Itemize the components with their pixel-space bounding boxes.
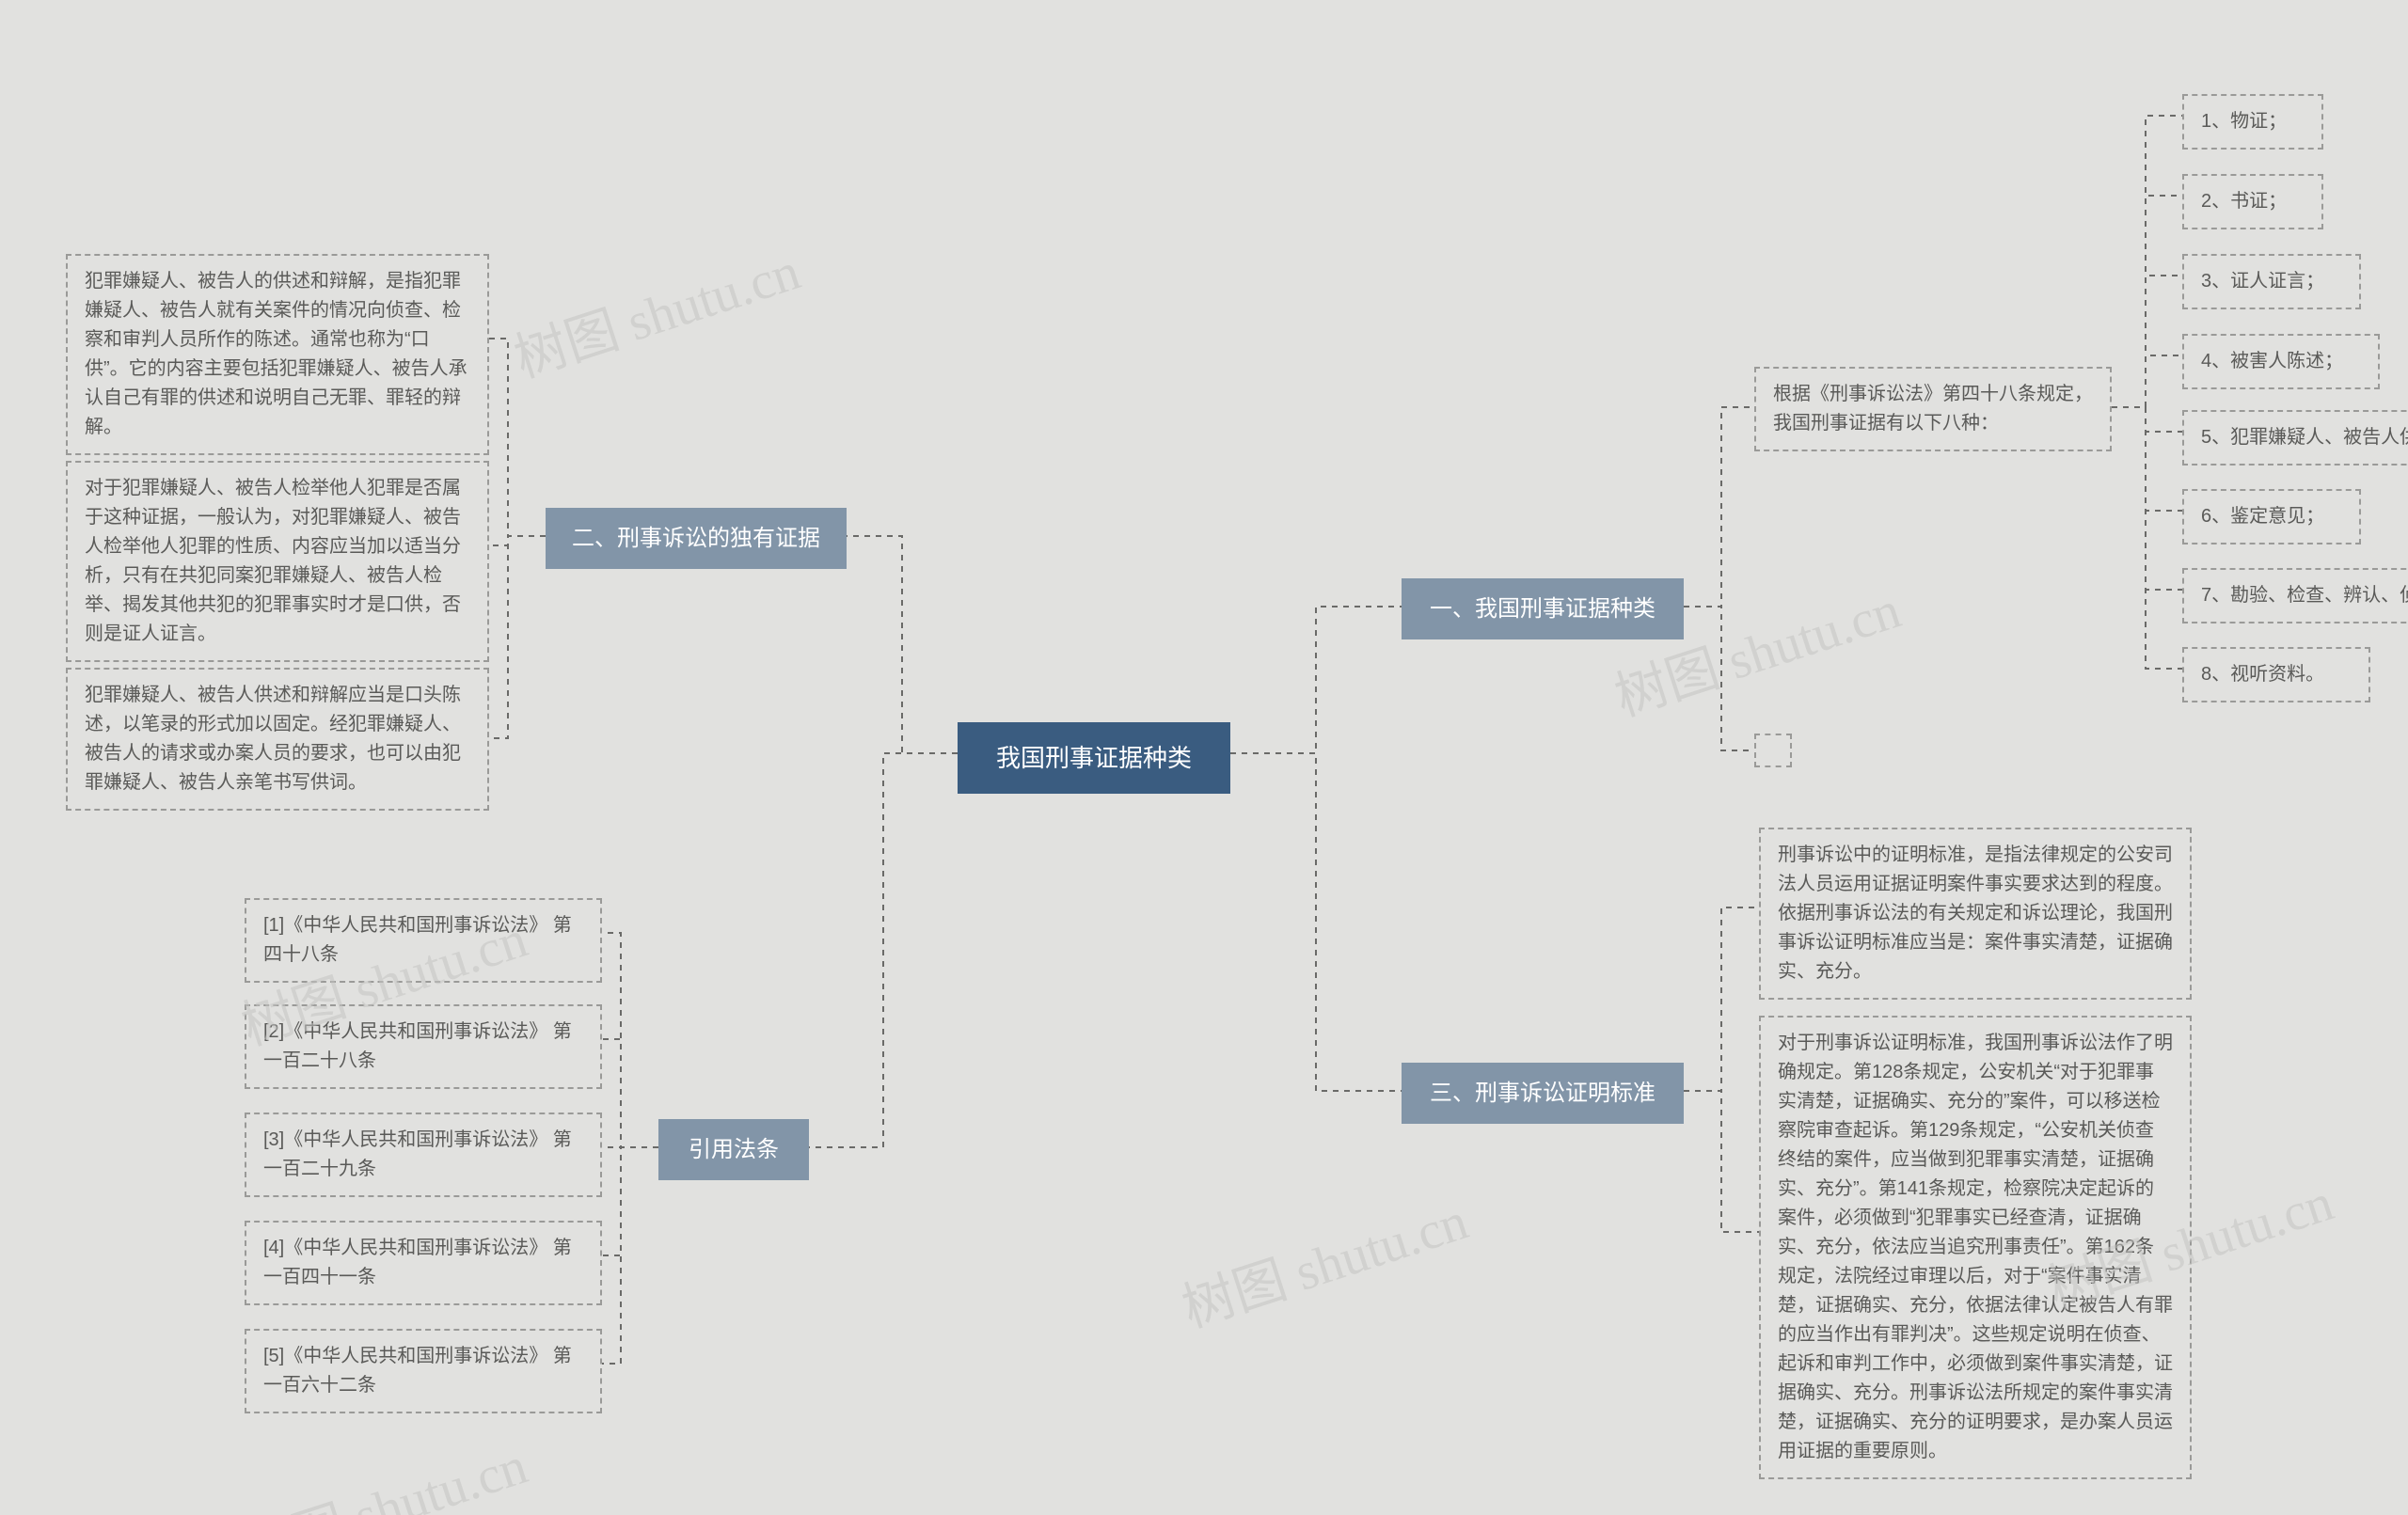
leaf-node: [1]《中华人民共和国刑事诉讼法》 第四十八条 [245,898,602,983]
branch-node: 引用法条 [658,1119,809,1180]
leaf-node: [2]《中华人民共和国刑事诉讼法》 第一百二十八条 [245,1004,602,1089]
watermark: 树图 shutu.cn [230,1423,535,1515]
leaf-node: 对于刑事诉讼证明标准，我国刑事诉讼法作了明确规定。第128条规定，公安机关“对于… [1759,1016,2192,1479]
watermark: 树图 shutu.cn [503,229,808,392]
branch-node: 三、刑事诉讼证明标准 [1402,1063,1684,1124]
leaf-node: [3]《中华人民共和国刑事诉讼法》 第一百二十九条 [245,1113,602,1197]
leaf-node: 1、物证； [2182,94,2323,150]
leaf-node: 犯罪嫌疑人、被告人供述和辩解应当是口头陈述，以笔录的形式加以固定。经犯罪嫌疑人、… [66,668,489,811]
leaf-node: 6、鉴定意见； [2182,489,2361,544]
leaf-node: 7、勘验、检查、辨认、侦查实验等笔录； [2182,568,2408,623]
branch-node: 二、刑事诉讼的独有证据 [546,508,847,569]
leaf-node: 8、视听资料。 [2182,647,2370,702]
root-node: 我国刑事证据种类 [958,722,1230,794]
mid-node: 根据《刑事诉讼法》第四十八条规定，我国刑事证据有以下八种： [1754,367,2112,451]
mid-node [1754,734,1792,767]
leaf-node: 3、证人证言； [2182,254,2361,309]
leaf-node: 刑事诉讼中的证明标准，是指法律规定的公安司法人员运用证据证明案件事实要求达到的程… [1759,828,2192,1000]
leaf-node: [4]《中华人民共和国刑事诉讼法》 第一百四十一条 [245,1221,602,1305]
leaf-node: 2、书证； [2182,174,2323,229]
leaf-node: 5、犯罪嫌疑人、被告人供述和辩解； [2182,410,2408,466]
branch-node: 一、我国刑事证据种类 [1402,578,1684,639]
leaf-node: 犯罪嫌疑人、被告人的供述和辩解，是指犯罪嫌疑人、被告人就有关案件的情况向侦查、检… [66,254,489,455]
mindmap-canvas: 我国刑事证据种类 一、我国刑事证据种类 根据《刑事诉讼法》第四十八条规定，我国刑事证… [0,0,2408,1515]
watermark: 树图 shutu.cn [1171,1178,1476,1342]
leaf-node: 对于犯罪嫌疑人、被告人检举他人犯罪是否属于这种证据，一般认为，对犯罪嫌疑人、被告… [66,461,489,662]
leaf-node: 4、被害人陈述； [2182,334,2380,389]
leaf-node: [5]《中华人民共和国刑事诉讼法》 第一百六十二条 [245,1329,602,1413]
